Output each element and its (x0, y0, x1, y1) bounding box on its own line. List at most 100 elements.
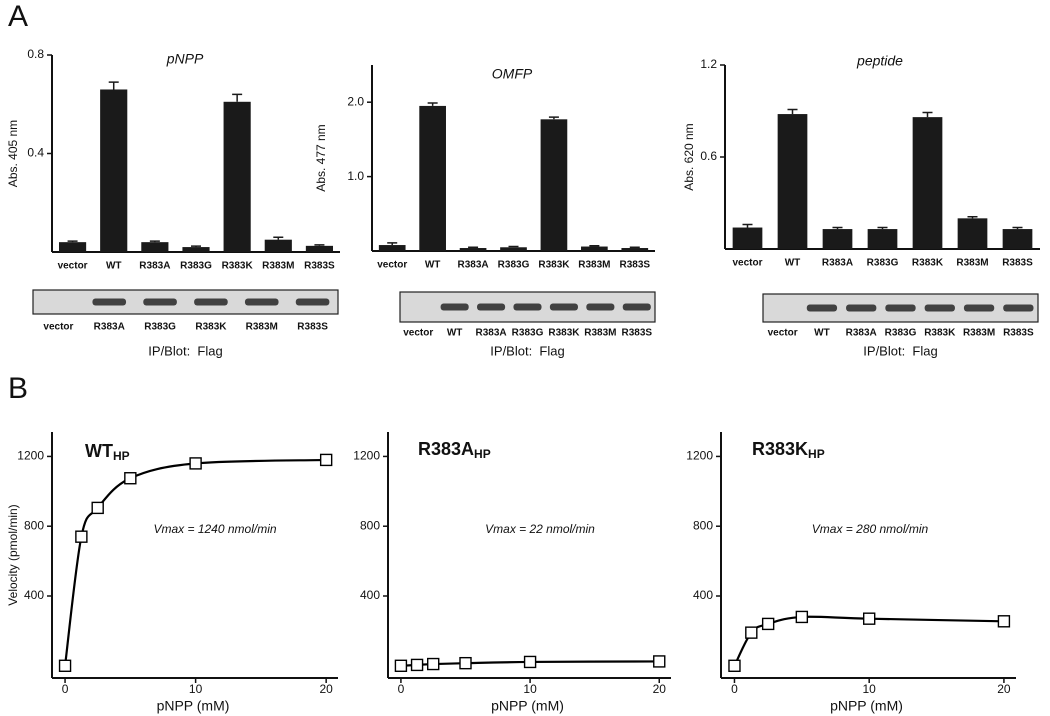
error-bar (967, 216, 978, 219)
error-bar (387, 242, 398, 246)
error-bar (468, 246, 479, 249)
blot-band (622, 303, 651, 311)
x-tick-label: vector (377, 260, 407, 271)
bar (1002, 229, 1033, 249)
data-point (862, 612, 876, 625)
blot-band (885, 304, 916, 312)
bar (305, 245, 334, 252)
blot-lane-label: vector (768, 328, 798, 339)
data-point (745, 626, 758, 639)
blot-band (194, 298, 228, 306)
bar (100, 89, 128, 252)
blot-lane-label: vector (403, 328, 433, 339)
x-tick-label: R383G (180, 261, 212, 272)
blot-band (549, 303, 578, 311)
blot-lane-label: R383A (476, 328, 507, 339)
chart-title-main: R383K (752, 439, 808, 459)
error-bar (589, 245, 600, 247)
blot-lane-label: WT (814, 328, 830, 339)
bar (957, 218, 988, 249)
y-tick-label: 400 (693, 588, 713, 602)
annotation: Vmax = 280 nmol/min (812, 522, 929, 536)
data-point (459, 656, 472, 670)
annotation: Vmax = 1240 nmol/min (153, 522, 276, 536)
bar (419, 105, 446, 251)
y-tick-label: 400 (24, 588, 44, 602)
x-axis-label: pNPP (mM) (830, 698, 903, 714)
data-point (427, 657, 440, 671)
bar (500, 247, 527, 251)
blot-caption: IP/Blot: Flag (148, 343, 222, 358)
error-bar (232, 93, 243, 102)
data-point (728, 659, 741, 672)
blot-band (924, 304, 955, 312)
x-tick-label: 0 (398, 682, 405, 696)
blot-lane-label: R383G (144, 322, 176, 333)
x-tick-label: R383K (912, 258, 944, 269)
blot-lane-label: R383A (94, 322, 125, 333)
blot-band (806, 304, 838, 312)
x-tick-label: 10 (189, 682, 203, 696)
error-bar (922, 111, 933, 118)
blot-lane-label: R383K (195, 322, 227, 333)
blot-lane-label: R383A (846, 328, 877, 339)
error-bar (108, 81, 119, 90)
chart-title-main: WT (85, 441, 113, 461)
y-tick-label: 800 (24, 518, 44, 532)
bar (540, 119, 568, 251)
x-tick-label: WT (106, 261, 122, 272)
x-tick-label: 0 (62, 682, 69, 696)
bar (912, 117, 943, 249)
x-tick-label: R383M (262, 261, 294, 272)
error-bar (427, 102, 438, 106)
x-tick-label: R383S (1002, 258, 1033, 269)
y-tick-label: 1.2 (700, 57, 717, 71)
data-point (410, 658, 424, 672)
error-bar (548, 116, 559, 120)
y-axis-label: Velocity (pmol/min) (6, 504, 20, 605)
blot-lane-label: R383S (1003, 328, 1034, 339)
y-tick-label: 800 (360, 518, 380, 532)
x-tick-label: R383M (956, 258, 988, 269)
y-axis-label: Abs. 620 nm (682, 123, 696, 190)
error-bar (742, 223, 753, 228)
bar (182, 247, 210, 252)
panel-label: B (8, 372, 28, 405)
chart-title-subscript: HP (474, 447, 491, 461)
blot-lane-label: R383M (963, 328, 995, 339)
error-bar (273, 236, 284, 240)
data-point (124, 472, 137, 485)
blot-band (244, 298, 279, 306)
bar (378, 245, 406, 251)
y-tick-label: 0.6 (700, 149, 717, 163)
data-point (795, 610, 809, 624)
x-tick-label: WT (785, 258, 801, 269)
blot-lane-label: R383G (885, 328, 917, 339)
bar (732, 227, 763, 249)
x-tick-label: R383G (867, 258, 899, 269)
x-tick-label: vector (732, 258, 762, 269)
chart-title-main: R383A (418, 439, 474, 459)
bar (223, 101, 251, 252)
blot-caption: IP/Blot: Flag (490, 343, 564, 358)
bar (58, 242, 87, 252)
x-tick-label: R383A (139, 261, 170, 272)
y-tick-label: 1200 (17, 449, 44, 463)
x-tick-label: WT (425, 260, 441, 271)
x-tick-label: 10 (863, 682, 877, 696)
error-bar (787, 108, 798, 115)
chart-title: peptide (856, 53, 903, 69)
bar (777, 114, 808, 249)
chart-title: WTHP (85, 441, 130, 463)
blot-band (440, 303, 469, 311)
error-bar (67, 240, 78, 243)
y-axis-label: Abs. 477 nm (314, 124, 328, 191)
data-point (75, 530, 88, 543)
error-bar (832, 226, 843, 230)
x-tick-label: 20 (319, 682, 333, 696)
blot-band (513, 303, 542, 311)
x-tick-label: 10 (523, 682, 537, 696)
data-point (189, 457, 202, 470)
blot-band (477, 303, 506, 311)
